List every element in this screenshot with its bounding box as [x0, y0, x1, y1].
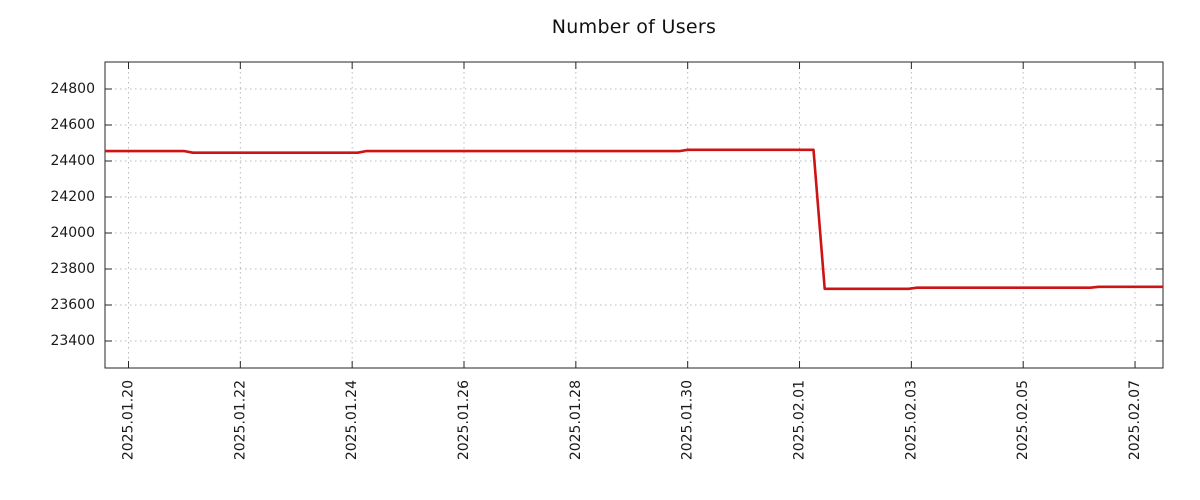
y-tick-label: 23800 — [50, 261, 95, 277]
y-tick-label: 24000 — [50, 225, 95, 241]
x-tick-label: 2025.01.28 — [568, 380, 584, 460]
x-tick-label: 2025.01.22 — [232, 380, 248, 460]
x-tick-label: 2025.01.30 — [680, 380, 696, 460]
y-tick-label: 24400 — [50, 153, 95, 169]
y-tick-label: 24800 — [50, 81, 95, 97]
x-tick-label: 2025.01.20 — [120, 380, 136, 460]
series-line — [105, 148, 1163, 291]
x-tick-label: 2025.02.03 — [903, 380, 919, 460]
x-tick-label: 2025.01.26 — [456, 380, 472, 460]
plot-border — [104, 61, 1164, 369]
y-tick-label: 24200 — [50, 189, 95, 205]
x-tick-label: 2025.02.01 — [792, 380, 808, 460]
x-tick-label: 2025.02.05 — [1015, 380, 1031, 460]
y-tick-label: 23600 — [50, 297, 95, 313]
y-tick-label: 23400 — [50, 333, 95, 349]
chart-title: Number of Users — [551, 16, 717, 38]
x-tick-label: 2025.01.24 — [344, 380, 360, 460]
x-tick-label: 2025.02.07 — [1127, 380, 1143, 460]
y-tick-label: 24600 — [50, 117, 95, 133]
